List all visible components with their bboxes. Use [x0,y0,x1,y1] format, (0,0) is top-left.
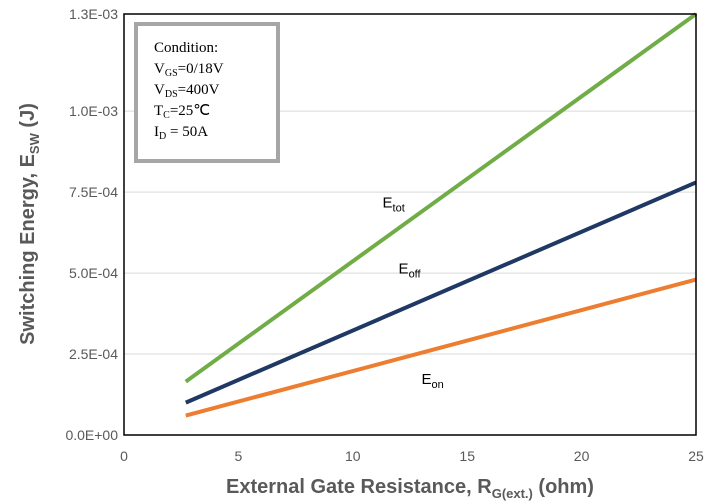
condition-line: VGS=0/18V [154,61,224,79]
plot-border [123,13,697,436]
series-line-off [184,180,697,405]
y-axis-title: Switching Energy, ESW (J) [17,103,42,345]
x-tick-label: 15 [459,448,475,464]
x-axis-title: External Gate Resistance, RG(ext.) (ohm) [226,476,594,501]
series-lines [184,12,698,418]
series-label-on: Eon [421,371,443,391]
x-tick-labels: 0 5 10 15 20 25 [120,448,704,464]
x-tick-label: 0 [120,448,128,464]
condition-line: ID = 50A [154,124,208,142]
x-tick-label: 5 [235,448,243,464]
y-tick-label: 0.0E+00 [65,427,118,443]
series-label-off: Eoff [399,261,422,281]
x-tick-label: 20 [574,448,590,464]
condition-box: Condition: VGS=0/18V VDS=400V TC=25℃ ID = 50… [134,22,280,163]
series-labels: Etot Eoff Eon [383,195,444,391]
x-tick-label: 10 [345,448,361,464]
condition-line: VDS=400V [154,82,220,100]
series-line-on [185,277,697,418]
x-tick-label: 25 [688,448,704,464]
y-tick-label: 7.5E-04 [69,184,118,200]
y-tick-label: 1.0E-03 [69,103,118,119]
y-tick-label: 1.3E-03 [69,6,118,22]
y-tick-labels: 0.0E+00 2.5E-04 5.0E-04 7.5E-04 1.0E-03 1.3E-… [65,6,118,443]
condition-line: Condition: [154,40,218,56]
y-tick-label: 2.5E-04 [69,346,118,362]
series-line-tot [184,12,698,384]
y-tick-label: 5.0E-04 [69,265,118,281]
series-label-tot: Etot [383,195,405,215]
condition-line: TC=25℃ [154,103,210,121]
